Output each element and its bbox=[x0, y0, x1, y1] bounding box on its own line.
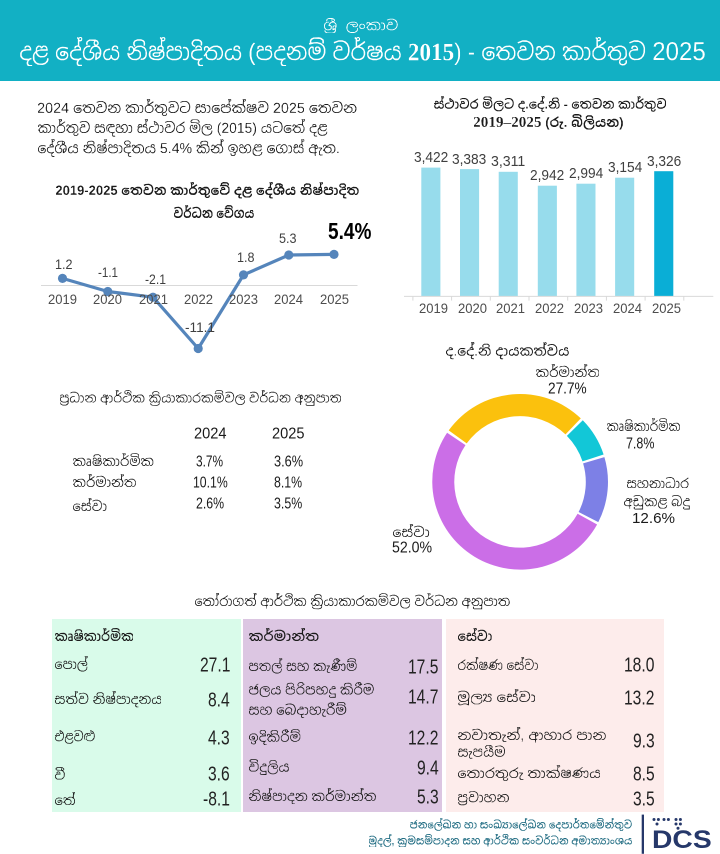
svg-text:2022: 2022 bbox=[535, 301, 564, 316]
svg-text:2021: 2021 bbox=[496, 301, 525, 316]
svg-text:3,422: 3,422 bbox=[414, 149, 448, 166]
svg-text:3,326: 3,326 bbox=[647, 153, 681, 170]
svg-text:2020: 2020 bbox=[93, 291, 122, 306]
svg-text:2025: 2025 bbox=[320, 291, 349, 306]
svg-text:10.1%: 10.1% bbox=[193, 474, 228, 491]
svg-text:3,383: 3,383 bbox=[452, 151, 486, 168]
svg-text:-11.1: -11.1 bbox=[185, 320, 215, 336]
svg-text:2024: 2024 bbox=[613, 301, 642, 316]
svg-text:13.2: 13.2 bbox=[624, 688, 654, 710]
svg-text:2022: 2022 bbox=[184, 291, 213, 306]
svg-text:3,311: 3,311 bbox=[491, 153, 525, 170]
svg-text:12.2: 12.2 bbox=[408, 728, 438, 750]
svg-text:9.4: 9.4 bbox=[417, 758, 439, 780]
svg-text:3.5: 3.5 bbox=[633, 789, 655, 811]
svg-text:2,942: 2,942 bbox=[530, 167, 564, 184]
svg-text:-2.1: -2.1 bbox=[145, 271, 166, 287]
svg-text:3.5%: 3.5% bbox=[274, 496, 302, 513]
svg-text:DCS: DCS bbox=[652, 826, 712, 854]
svg-text:3,154: 3,154 bbox=[608, 159, 642, 176]
svg-text:5.3: 5.3 bbox=[279, 231, 297, 247]
svg-text:8.5: 8.5 bbox=[633, 763, 655, 785]
svg-text:3.6: 3.6 bbox=[208, 763, 230, 785]
svg-text:2019: 2019 bbox=[419, 301, 448, 316]
svg-text:14.7: 14.7 bbox=[408, 686, 438, 708]
svg-text:1.8: 1.8 bbox=[237, 250, 255, 266]
svg-text:2024: 2024 bbox=[274, 291, 303, 306]
svg-text:-8.1: -8.1 bbox=[203, 789, 230, 811]
svg-text:7.8%: 7.8% bbox=[626, 435, 654, 452]
svg-text:8.4: 8.4 bbox=[208, 690, 230, 712]
svg-text:2025: 2025 bbox=[272, 426, 305, 443]
svg-text:9.3: 9.3 bbox=[633, 730, 655, 752]
svg-text:2020: 2020 bbox=[458, 301, 487, 316]
svg-text:2019: 2019 bbox=[48, 291, 77, 306]
svg-text:27.1: 27.1 bbox=[200, 654, 230, 676]
svg-text:27.7%: 27.7% bbox=[548, 381, 587, 398]
svg-text:2021: 2021 bbox=[139, 291, 168, 306]
svg-text:1.2: 1.2 bbox=[55, 256, 73, 272]
svg-text:-1.1: -1.1 bbox=[98, 265, 118, 281]
svg-text:2.6%: 2.6% bbox=[196, 496, 224, 513]
svg-text:52.0%: 52.0% bbox=[392, 540, 432, 557]
svg-text:2023: 2023 bbox=[229, 291, 258, 306]
svg-text:12.6%: 12.6% bbox=[632, 510, 675, 527]
svg-text:5.4%: 5.4% bbox=[328, 218, 371, 244]
svg-text:3.7%: 3.7% bbox=[196, 454, 223, 471]
svg-text:2023: 2023 bbox=[574, 301, 603, 316]
svg-text:17.5: 17.5 bbox=[408, 656, 438, 678]
svg-text:18.0: 18.0 bbox=[624, 654, 654, 676]
svg-text:3.6%: 3.6% bbox=[274, 454, 303, 471]
svg-text:2025: 2025 bbox=[652, 301, 681, 316]
svg-text:5.3: 5.3 bbox=[417, 786, 439, 808]
svg-text:4.3: 4.3 bbox=[208, 728, 230, 750]
svg-text:2024: 2024 bbox=[194, 426, 227, 443]
svg-text:8.1%: 8.1% bbox=[274, 474, 302, 491]
svg-text:2,994: 2,994 bbox=[569, 165, 603, 182]
